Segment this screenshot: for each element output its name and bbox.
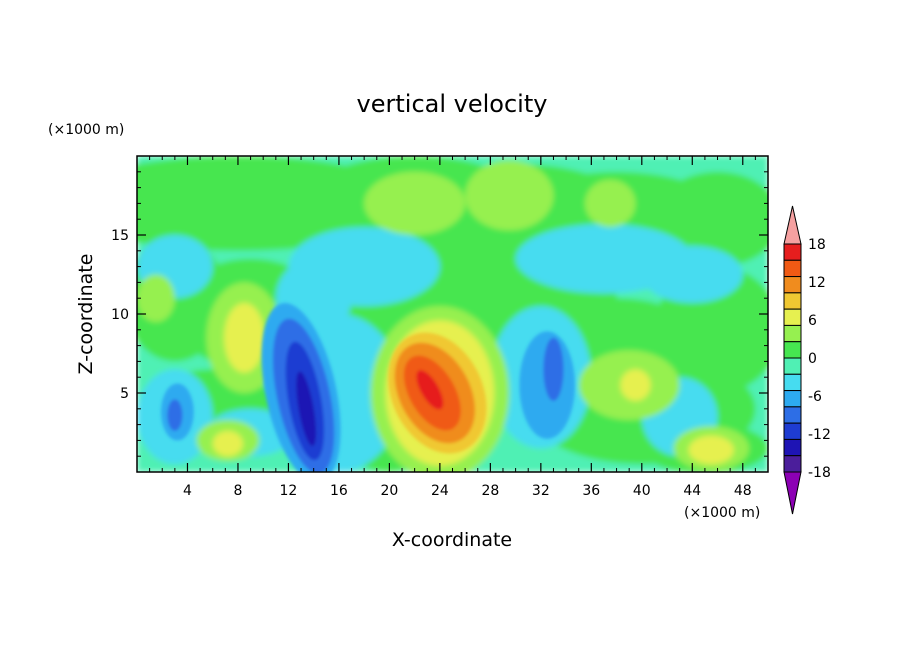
field-core <box>167 399 183 431</box>
colorbar-tick-label: 18 <box>808 237 826 253</box>
field-region <box>620 369 651 401</box>
x-tick-label: 44 <box>683 483 701 499</box>
x-tick-label: 8 <box>233 483 242 499</box>
colorbar-swatch <box>783 406 802 424</box>
x-tick-label: 4 <box>183 483 192 499</box>
colorbar-tick-label: 0 <box>808 351 817 367</box>
field-region <box>585 179 636 228</box>
colorbar-min-arrow <box>783 471 802 515</box>
x-tick-label: 28 <box>481 483 499 499</box>
y-unit-label: (×1000 m) <box>48 122 124 138</box>
x-tick-label: 32 <box>532 483 550 499</box>
y-axis: 5 10 15 <box>111 171 768 457</box>
colorbar-swatch <box>783 292 802 310</box>
y-tick-label: 15 <box>111 228 129 244</box>
colorbar-tick-label: 12 <box>808 275 826 291</box>
y-axis-label: Z-coordinate <box>75 254 97 375</box>
x-tick-label: 16 <box>330 483 348 499</box>
field-core <box>416 370 444 410</box>
colorbar-swatch <box>783 422 802 440</box>
x-unit-label: (×1000 m) <box>684 505 760 521</box>
y-tick-label: 10 <box>111 307 129 323</box>
field-region <box>641 246 743 303</box>
x-axis-label: X-coordinate <box>392 529 512 551</box>
colorbar-swatch <box>783 390 802 408</box>
colorbar-tick-label: 6 <box>808 313 817 329</box>
field-core <box>543 337 564 401</box>
colorbar-swatch <box>783 276 802 294</box>
field-core <box>296 371 317 447</box>
colorbar-tick-label: -6 <box>808 389 822 405</box>
colorbar-swatch <box>783 324 802 343</box>
colorbar-swatch <box>783 455 802 473</box>
colorbar: 18 12 6 0 -6 -12 -18 <box>783 205 831 515</box>
x-axis: 4 8 12 16 20 24 28 32 36 40 44 48 <box>149 156 756 499</box>
x-tick-label: 20 <box>380 483 398 499</box>
x-tick-label: 12 <box>280 483 298 499</box>
chart-title: vertical velocity <box>357 90 548 118</box>
colorbar-swatch <box>783 357 802 375</box>
colorbar-max-arrow <box>783 205 802 245</box>
colorbar-swatch <box>783 243 802 261</box>
x-tick-label: 40 <box>633 483 651 499</box>
y-tick-label: 5 <box>120 386 129 402</box>
field-region <box>688 435 734 465</box>
colorbar-swatch <box>783 308 802 326</box>
field-region <box>212 430 244 457</box>
x-tick-label: 36 <box>582 483 600 499</box>
x-tick-label: 24 <box>431 483 449 499</box>
field-region <box>137 274 175 322</box>
field-region <box>364 171 466 235</box>
colorbar-swatch <box>783 438 802 457</box>
contour-field <box>137 156 768 472</box>
field-region <box>654 171 768 267</box>
field-region <box>224 302 265 373</box>
colorbar-swatch <box>783 373 802 392</box>
x-tick-label: 48 <box>734 483 752 499</box>
colorbar-swatch <box>783 341 802 359</box>
colorbar-tick-label: -18 <box>808 465 831 481</box>
colorbar-swatch <box>783 259 802 278</box>
colorbar-tick-label: -12 <box>808 427 831 443</box>
field-region <box>465 160 554 231</box>
